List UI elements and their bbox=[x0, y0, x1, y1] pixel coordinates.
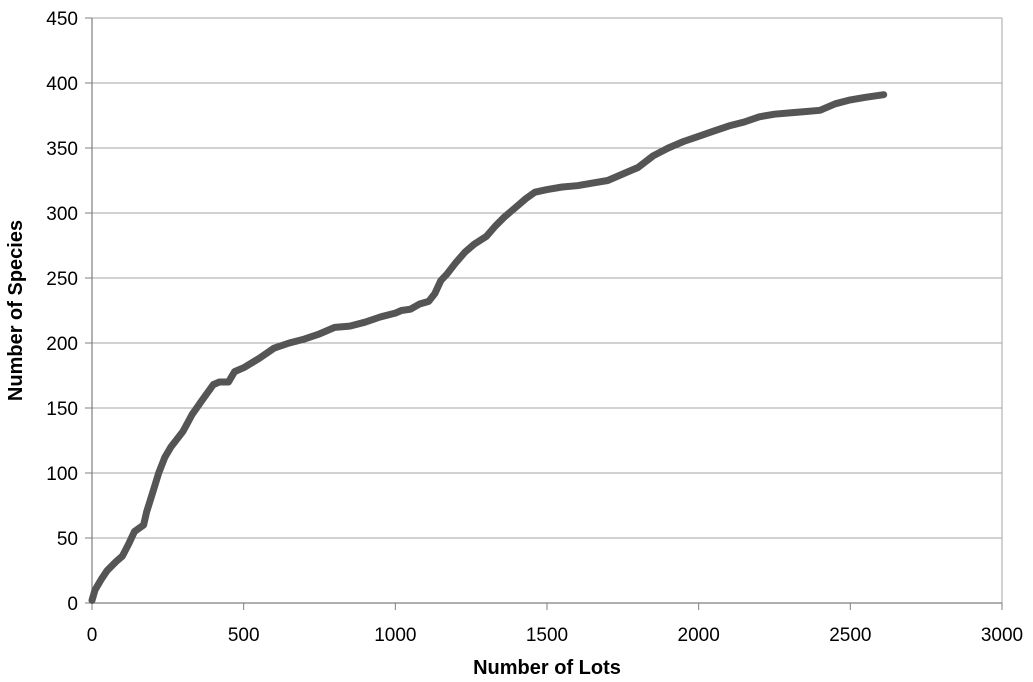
tick-labels: 0 50 100 150 200 250 300 350 400 450 0 500 1000 1500 2… bbox=[46, 9, 1023, 646]
data-point bbox=[462, 249, 469, 255]
data-point bbox=[161, 454, 168, 461]
data-point bbox=[92, 587, 99, 593]
y-tick-label: 450 bbox=[46, 9, 78, 30]
data-point bbox=[346, 323, 353, 330]
data-point bbox=[398, 307, 405, 314]
data-point bbox=[140, 522, 147, 528]
data-point bbox=[741, 119, 748, 125]
data-point bbox=[680, 138, 687, 145]
data-point bbox=[665, 145, 672, 151]
data-point bbox=[198, 398, 205, 405]
data-point bbox=[589, 180, 596, 187]
data-point bbox=[801, 108, 808, 115]
data-point bbox=[131, 528, 138, 535]
data-point bbox=[231, 368, 238, 375]
y-tick-label: 200 bbox=[46, 334, 78, 355]
data-point bbox=[416, 301, 423, 307]
y-tick-label: 150 bbox=[46, 399, 78, 420]
data-point bbox=[471, 241, 478, 248]
data-point bbox=[817, 107, 823, 114]
data-point bbox=[574, 182, 581, 189]
y-tick-label: 300 bbox=[46, 204, 78, 225]
data-point bbox=[125, 541, 132, 548]
data-point bbox=[271, 345, 277, 352]
data-point bbox=[119, 553, 126, 560]
x-tick-label: 500 bbox=[228, 625, 260, 646]
data-point bbox=[392, 310, 399, 317]
data-point bbox=[301, 336, 308, 343]
data-point bbox=[167, 444, 174, 450]
y-tick-label: 350 bbox=[46, 139, 78, 160]
y-tick-label: 0 bbox=[67, 594, 78, 615]
data-point bbox=[316, 330, 323, 337]
data-point bbox=[756, 113, 763, 120]
data-point bbox=[832, 100, 839, 107]
data-point bbox=[89, 597, 95, 604]
data-point bbox=[522, 195, 529, 202]
data-point bbox=[255, 355, 262, 362]
x-tick-label: 1500 bbox=[526, 625, 568, 646]
data-point bbox=[431, 290, 438, 297]
data-point bbox=[695, 133, 702, 140]
x-tick-label: 0 bbox=[87, 625, 98, 646]
data-point bbox=[98, 576, 105, 583]
data-point bbox=[143, 509, 150, 515]
data-point bbox=[453, 259, 459, 266]
data-point bbox=[880, 91, 887, 98]
x-tick-label: 3000 bbox=[981, 625, 1023, 646]
data-point bbox=[240, 364, 247, 371]
data-point bbox=[862, 94, 869, 101]
data-point bbox=[513, 203, 520, 210]
data-point bbox=[635, 164, 641, 171]
data-point bbox=[619, 171, 626, 177]
data-point bbox=[531, 189, 538, 196]
data-point bbox=[544, 186, 550, 193]
data-point bbox=[104, 567, 111, 574]
data-point bbox=[483, 233, 490, 240]
x-tick-label: 1000 bbox=[374, 625, 416, 646]
x-tick-label: 2500 bbox=[829, 625, 871, 646]
series-layer bbox=[88, 91, 888, 604]
data-point bbox=[437, 277, 444, 284]
data-point bbox=[771, 111, 778, 118]
data-point bbox=[331, 324, 338, 331]
axes bbox=[85, 17, 1003, 610]
y-axis-title: Number of Species bbox=[5, 220, 27, 401]
data-point bbox=[377, 314, 384, 320]
data-point bbox=[362, 319, 368, 326]
series-line bbox=[88, 91, 888, 604]
data-point bbox=[180, 428, 186, 435]
data-point bbox=[286, 340, 293, 346]
data-point bbox=[847, 96, 854, 103]
y-tick-label: 400 bbox=[46, 74, 78, 95]
data-point bbox=[443, 271, 450, 278]
data-point bbox=[210, 381, 217, 388]
y-tick-label: 250 bbox=[46, 269, 78, 290]
data-point bbox=[604, 177, 611, 184]
gridlines bbox=[92, 17, 1003, 603]
x-axis-title: Number of Lots bbox=[473, 657, 621, 679]
x-tick-label: 2000 bbox=[678, 625, 720, 646]
data-point bbox=[501, 213, 508, 220]
data-point bbox=[425, 298, 432, 305]
y-tick-label: 50 bbox=[57, 529, 78, 550]
data-point bbox=[492, 223, 499, 229]
data-point bbox=[189, 411, 196, 418]
data-point bbox=[407, 306, 414, 313]
data-point bbox=[786, 109, 793, 116]
data-point bbox=[650, 152, 657, 159]
data-point bbox=[113, 558, 120, 565]
y-tick-label: 100 bbox=[46, 464, 78, 485]
data-point bbox=[149, 489, 156, 496]
data-point bbox=[216, 379, 223, 385]
data-point bbox=[726, 122, 732, 129]
data-point bbox=[559, 184, 566, 190]
data-point bbox=[225, 379, 232, 385]
data-point bbox=[710, 128, 717, 135]
data-point bbox=[155, 470, 162, 476]
